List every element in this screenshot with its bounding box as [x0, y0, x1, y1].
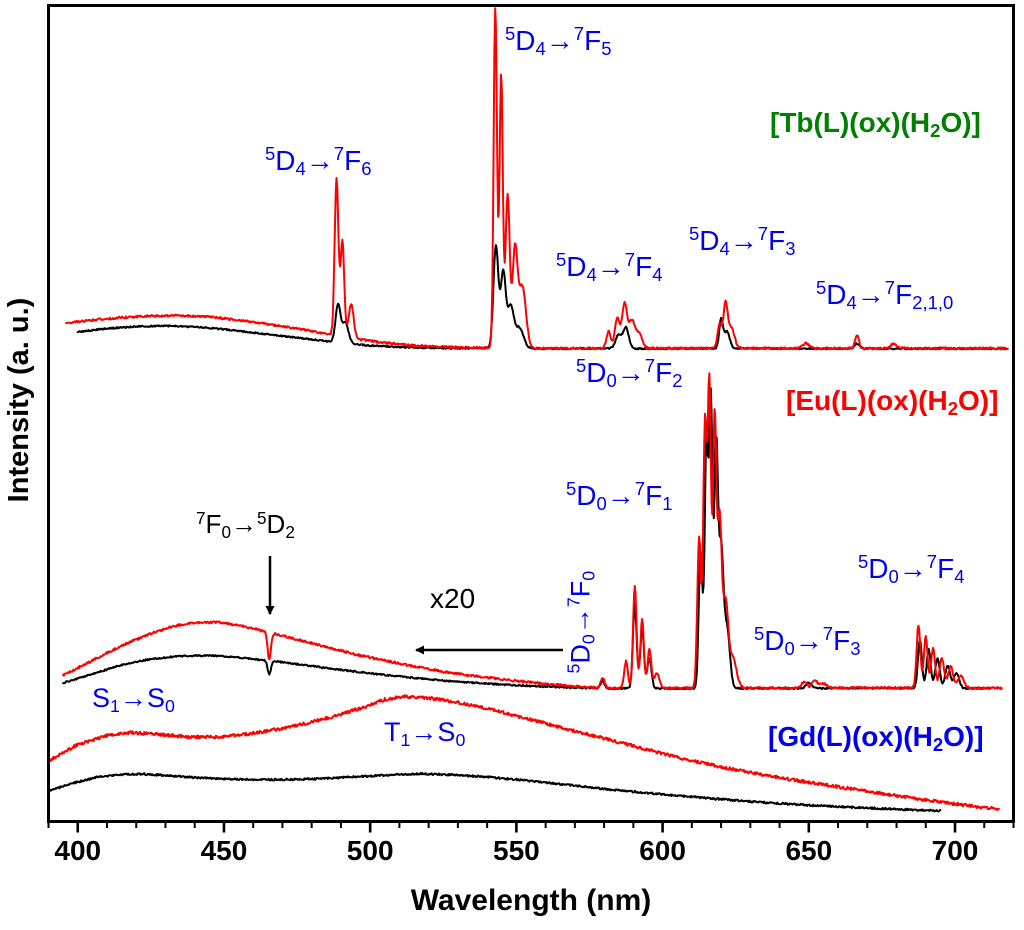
x-tick-label: 500 — [347, 835, 394, 866]
x-tick-label: 600 — [639, 835, 686, 866]
plot-frame — [47, 4, 1015, 823]
series-eu-black — [62, 387, 992, 691]
x-tick-label: 550 — [493, 835, 540, 866]
x-axis-title: Wavelength (nm) — [410, 884, 652, 917]
x-tick-label: 650 — [785, 835, 832, 866]
series-tb-red — [65, 7, 1009, 351]
series-tb-black — [76, 244, 1009, 351]
series-gd-red — [47, 694, 1000, 811]
series-eu-red — [62, 372, 1003, 691]
series-gd-black — [47, 772, 942, 813]
x-tick-label: 400 — [54, 835, 101, 866]
y-axis-title: Intensity (a. u.) — [3, 297, 35, 503]
x-tick-label: 700 — [932, 835, 979, 866]
x-tick-label: 450 — [201, 835, 248, 866]
